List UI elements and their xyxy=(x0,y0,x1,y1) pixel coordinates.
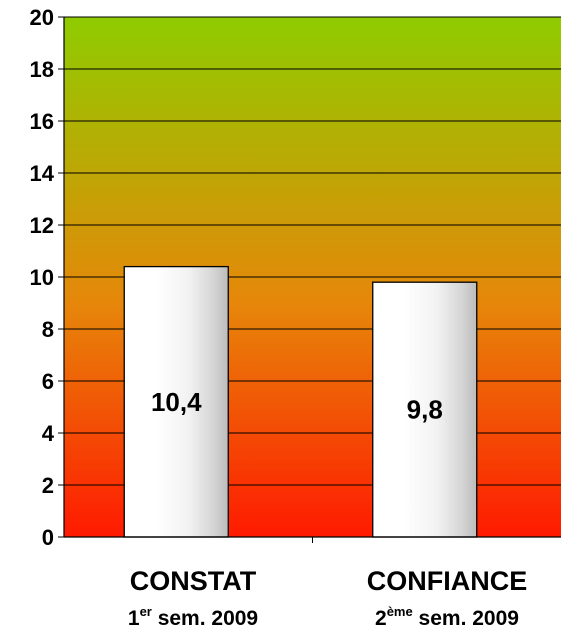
y-tick-label: 12 xyxy=(30,213,54,238)
period-rest: sem. 2009 xyxy=(151,607,259,630)
category-period: 1er sem. 2009 xyxy=(73,604,313,631)
y-tick-label: 6 xyxy=(42,369,54,394)
category-name: CONSTAT xyxy=(129,566,257,596)
y-tick-label: 16 xyxy=(30,109,54,134)
period-superscript: ème xyxy=(386,604,413,619)
bar-confiance xyxy=(372,281,478,538)
y-tick-label: 8 xyxy=(42,317,54,342)
y-tick-label: 14 xyxy=(30,161,55,186)
y-tick-label: 18 xyxy=(30,57,54,82)
category-period: 2ème sem. 2009 xyxy=(327,604,561,631)
y-tick-label: 20 xyxy=(30,5,54,30)
labels: 10,4 9,8 xyxy=(151,387,443,425)
period-number: 1 xyxy=(127,607,140,630)
data-label: 10,4 xyxy=(151,387,202,417)
period-rest: sem. 2009 xyxy=(412,607,519,630)
y-tick-label: 2 xyxy=(42,473,54,498)
bar-constat xyxy=(123,265,229,538)
category-name: CONFIANCE xyxy=(366,566,528,596)
period-number: 2 xyxy=(375,607,387,630)
category-label-confiance: CONFIANCE 2ème sem. 2009 xyxy=(327,566,561,631)
period-superscript: er xyxy=(139,604,152,619)
y-tick-label: 0 xyxy=(42,525,54,550)
y-tick-label: 10 xyxy=(30,265,54,290)
data-label: 9,8 xyxy=(407,395,443,425)
axes: 0 2 4 6 8 10 12 14 16 18 20 xyxy=(30,5,561,550)
bars xyxy=(123,265,478,538)
category-label-constat: CONSTAT 1er sem. 2009 xyxy=(73,566,313,631)
y-tick-label: 4 xyxy=(42,421,55,446)
